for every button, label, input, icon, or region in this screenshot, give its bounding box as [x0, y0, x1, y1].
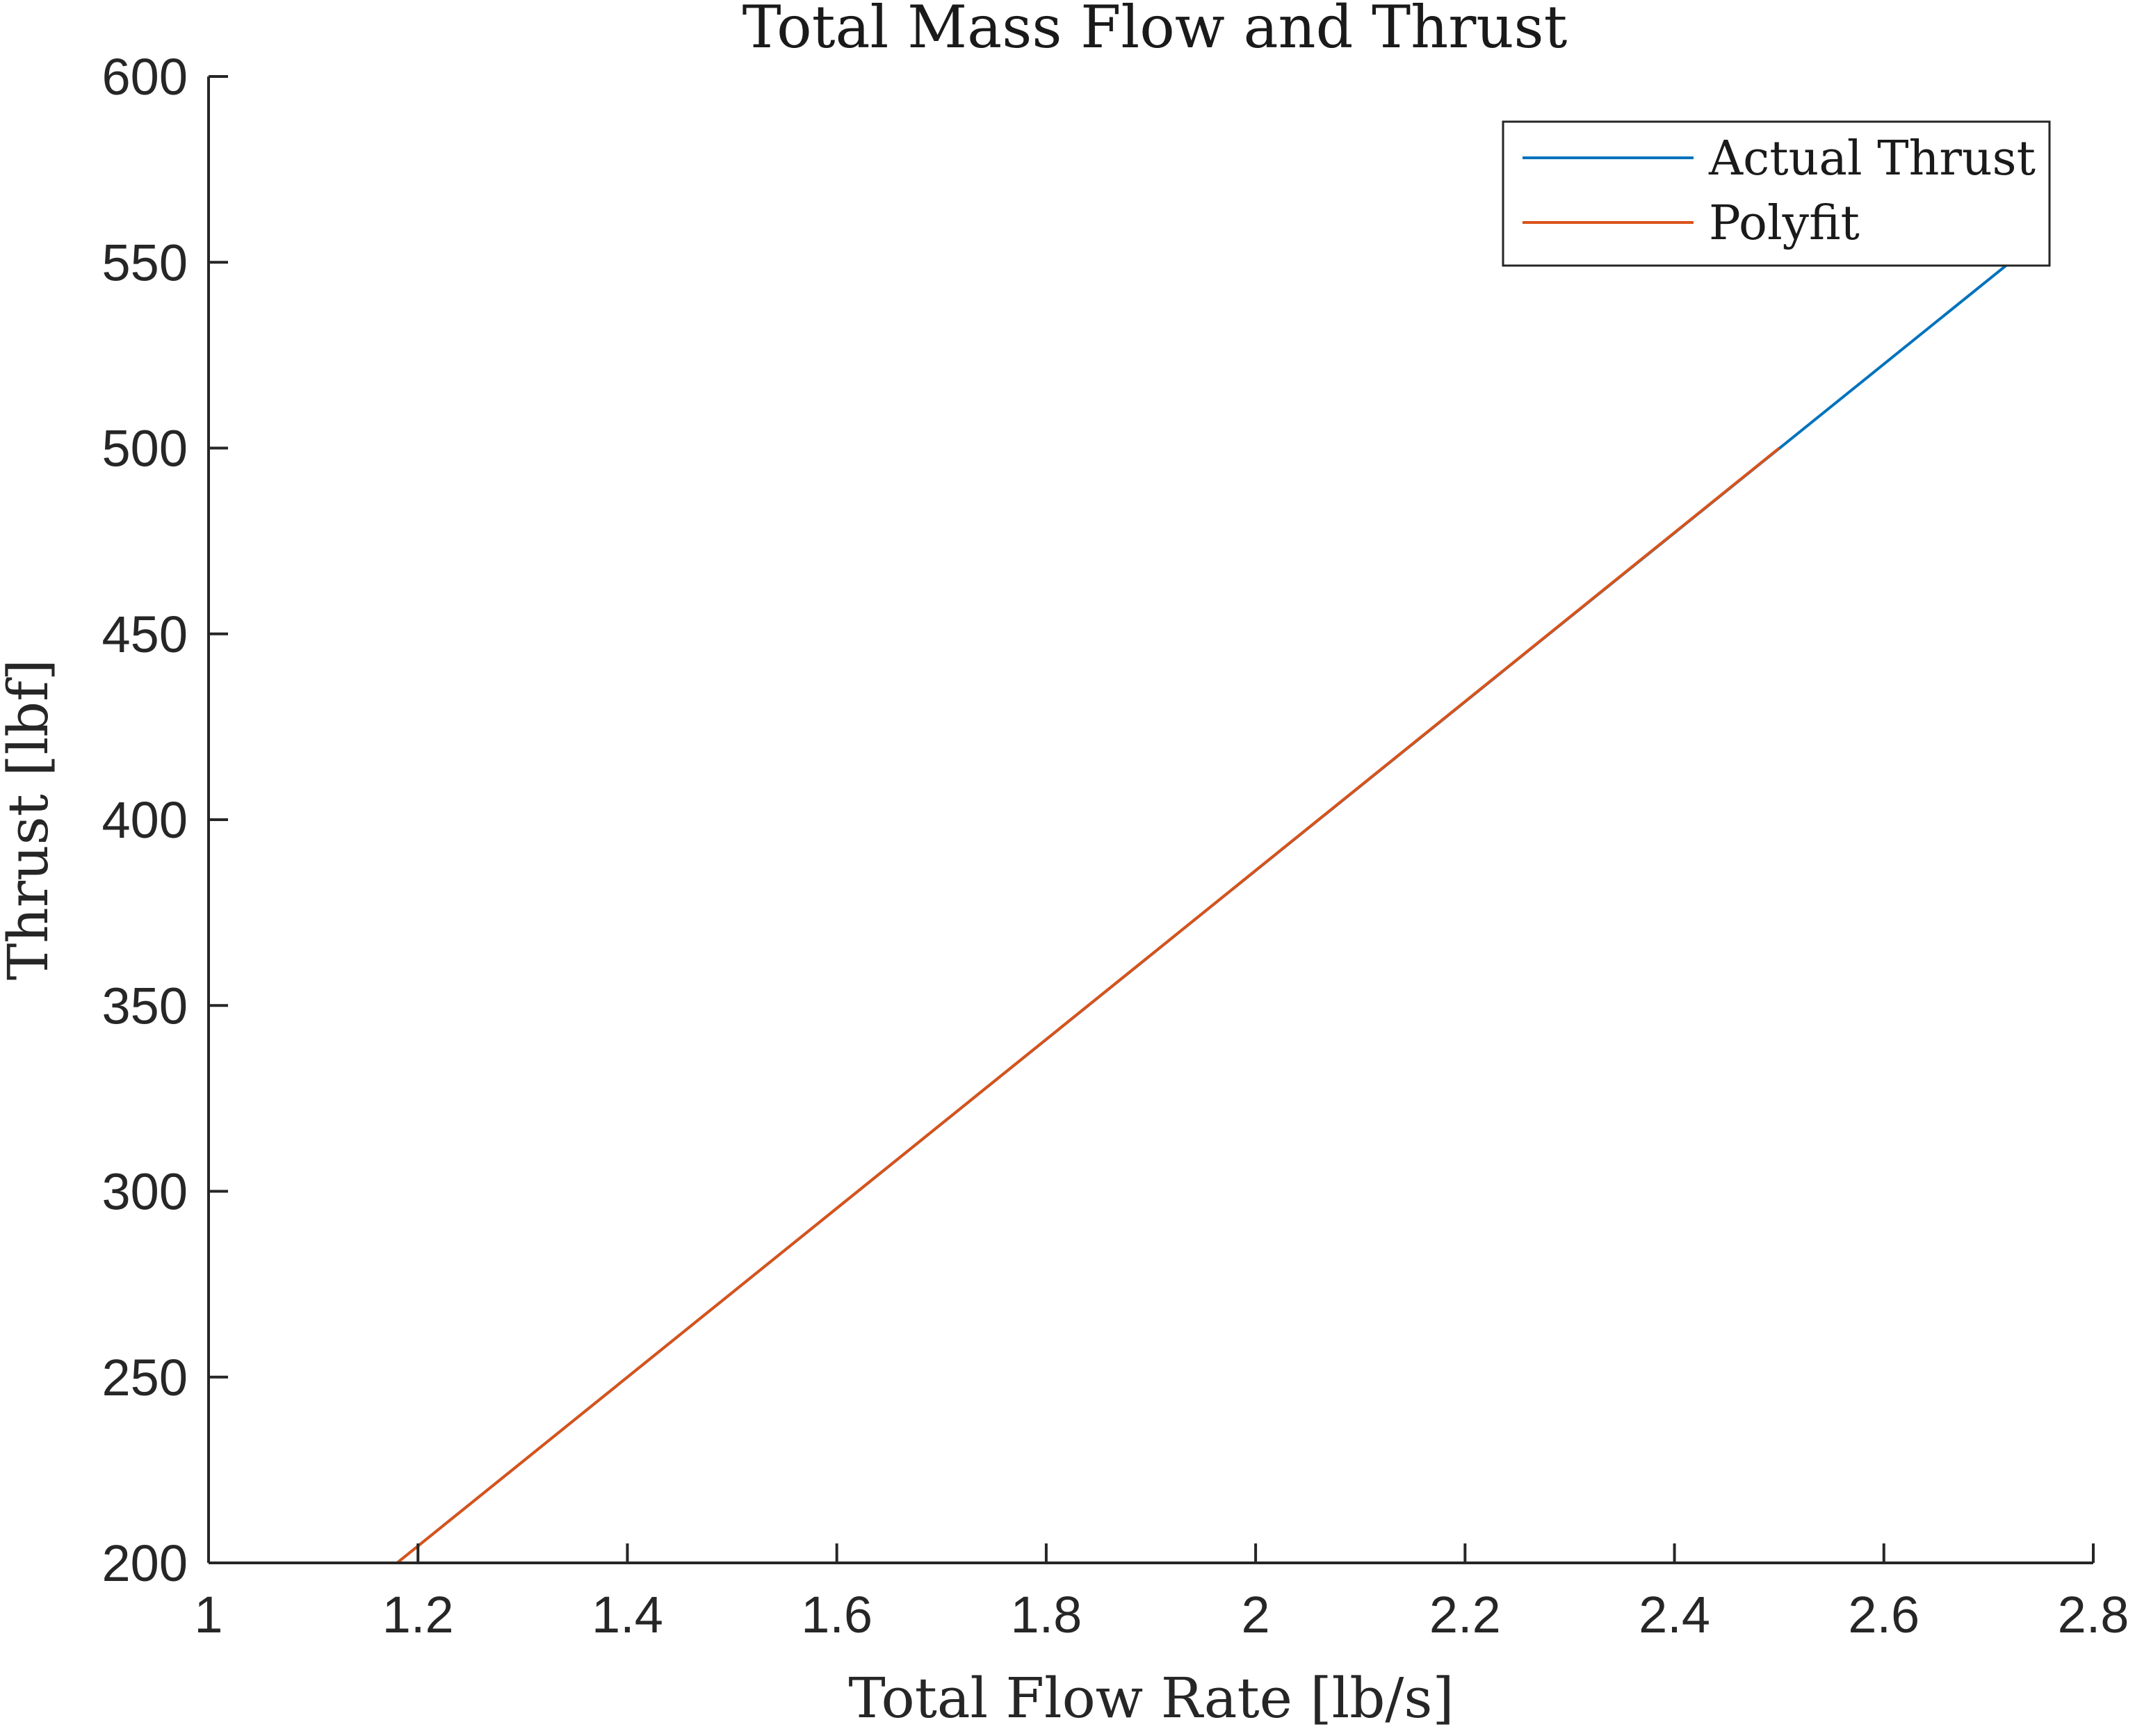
- y-tick-label: 450: [102, 606, 188, 663]
- plot-area: 1 1.2 1.4 1.6 1.8 2 2.2 2.4 2.6 2.8 200 250 300 350 4…: [102, 48, 2129, 1644]
- legend-entries: Actual Thrust Polyfit: [1523, 131, 2036, 251]
- y-ticks: 200 250 300 350 400 450 500 550 600: [102, 48, 228, 1592]
- x-axis-label: Total Flow Rate [lb/s]: [848, 1666, 1454, 1730]
- legend-label: Polyfit: [1709, 196, 1860, 251]
- x-ticks: 1 1.2 1.4 1.6 1.8 2 2.2 2.4 2.6 2.8: [194, 1543, 2129, 1644]
- y-tick-label: 300: [102, 1163, 188, 1221]
- x-tick-label: 1.6: [801, 1586, 872, 1644]
- legend: Actual Thrust Polyfit: [1502, 120, 2051, 267]
- y-axis-label: Thrust [lbf]: [0, 659, 60, 980]
- series-line-polyfit: [396, 446, 1780, 1563]
- x-tick-label: 2.6: [1848, 1586, 1919, 1644]
- x-tick-label: 1.2: [382, 1586, 454, 1644]
- series-layer: [396, 257, 2016, 1563]
- legend-label: Actual Thrust: [1708, 131, 2036, 186]
- x-tick-label: 2.2: [1429, 1586, 1501, 1644]
- y-tick-label: 600: [102, 48, 188, 106]
- x-tick-label: 1.4: [592, 1586, 663, 1644]
- chart-title: Total Mass Flow and Thrust: [742, 0, 1568, 61]
- legend-box: [1502, 120, 2051, 267]
- y-tick-label: 350: [102, 977, 188, 1035]
- y-tick-label: 250: [102, 1349, 188, 1406]
- y-tick-label: 500: [102, 420, 188, 478]
- x-tick-label: 1.8: [1010, 1586, 1082, 1644]
- y-tick-label: 550: [102, 234, 188, 291]
- y-tick-label: 200: [102, 1534, 188, 1592]
- x-tick-label: 2: [1242, 1586, 1270, 1644]
- y-tick-label: 400: [102, 791, 188, 849]
- x-tick-label: 2.4: [1639, 1586, 1710, 1644]
- x-tick-label: 2.8: [2058, 1586, 2129, 1644]
- x-tick-label: 1: [194, 1586, 222, 1644]
